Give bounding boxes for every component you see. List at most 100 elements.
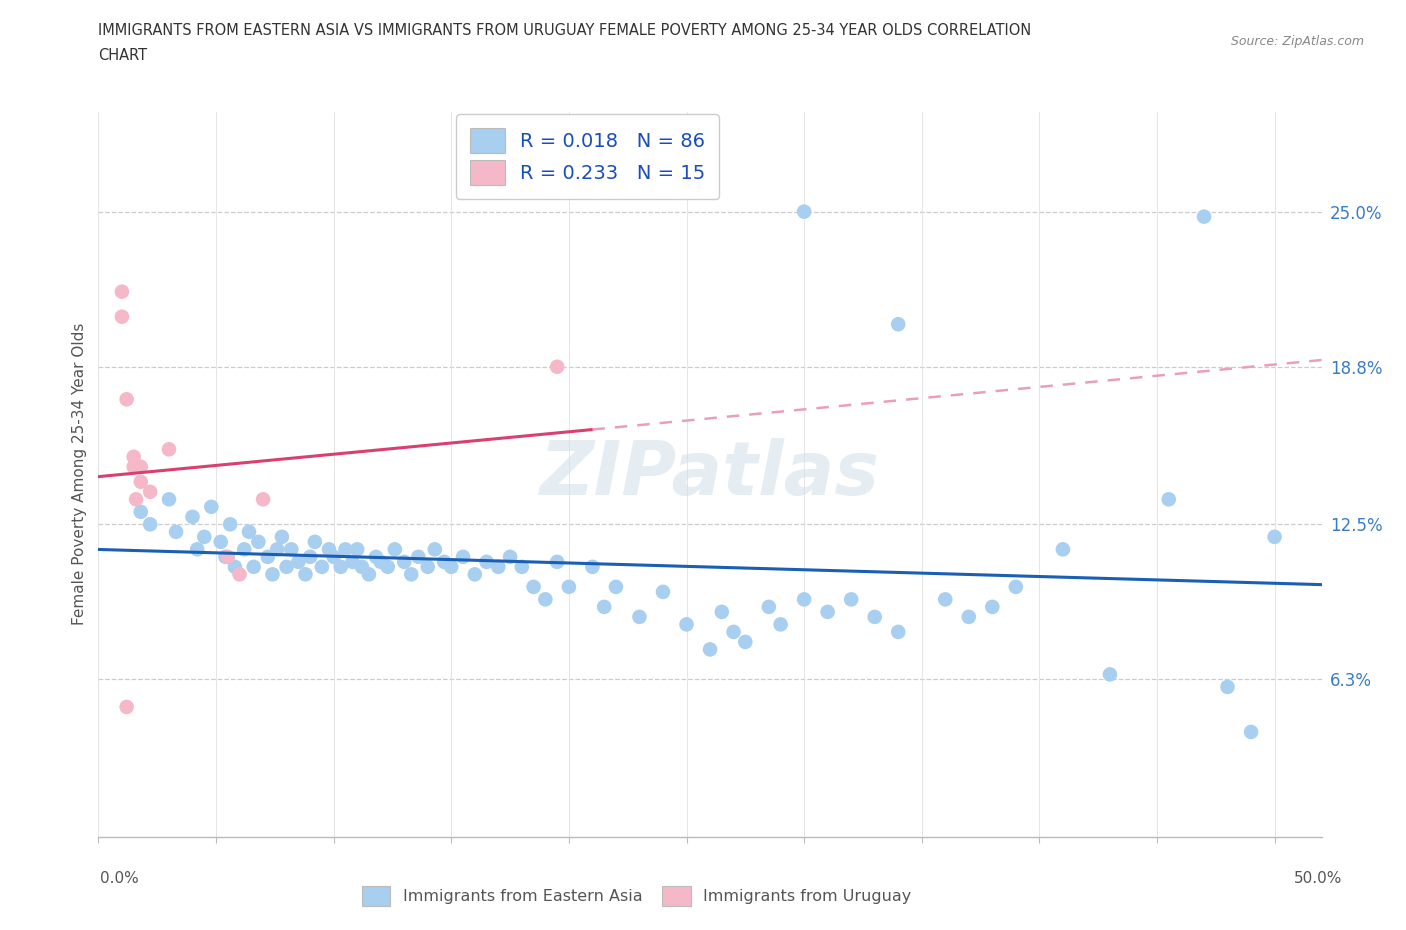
Point (322, 550, 344, 565)
Point (181, 510, 204, 525)
Point (464, 567, 486, 582)
Point (1192, 209, 1215, 224)
Point (335, 542, 357, 557)
Point (294, 567, 316, 582)
Point (523, 579, 546, 594)
Point (1240, 724, 1263, 739)
Point (346, 542, 368, 557)
Point (392, 554, 416, 569)
Point (377, 560, 399, 575)
Point (270, 529, 294, 544)
Point (401, 567, 423, 582)
Point (887, 624, 910, 639)
Point (440, 560, 463, 575)
Point (863, 609, 886, 624)
Point (510, 560, 533, 575)
Point (558, 579, 581, 594)
Point (122, 459, 145, 474)
Point (699, 642, 721, 657)
Point (242, 560, 264, 575)
Point (247, 535, 270, 550)
Point (318, 542, 340, 557)
Point (1052, 542, 1074, 557)
Point (228, 567, 250, 582)
Point (129, 459, 152, 474)
Point (486, 560, 509, 575)
Point (605, 579, 627, 594)
Point (280, 542, 302, 557)
Point (111, 285, 134, 299)
Point (157, 492, 180, 507)
Point (256, 550, 278, 565)
Point (546, 554, 568, 569)
Point (499, 550, 522, 565)
Point (1157, 492, 1180, 507)
Point (214, 550, 236, 565)
Point (262, 567, 284, 582)
Point (209, 535, 232, 550)
Text: 0.0%: 0.0% (100, 871, 139, 886)
Point (423, 542, 446, 557)
Point (139, 485, 162, 499)
Point (311, 560, 333, 575)
Point (287, 554, 309, 569)
Point (357, 567, 380, 582)
Point (1098, 667, 1121, 682)
Point (710, 604, 733, 619)
Point (957, 609, 980, 624)
Point (451, 550, 474, 565)
Point (299, 550, 322, 565)
Point (817, 604, 839, 619)
Legend: Immigrants from Eastern Asia, Immigrants from Uruguay: Immigrants from Eastern Asia, Immigrants… (356, 879, 918, 912)
Point (224, 560, 246, 575)
Point (675, 617, 697, 631)
Point (408, 550, 430, 565)
Point (342, 554, 364, 569)
Point (839, 591, 862, 606)
Text: CHART: CHART (98, 48, 148, 63)
Point (252, 492, 274, 507)
Point (723, 624, 745, 639)
Point (129, 474, 152, 489)
Point (793, 591, 815, 606)
Point (276, 560, 298, 575)
Point (157, 442, 180, 457)
Point (384, 542, 406, 557)
Point (111, 310, 134, 325)
Point (475, 554, 498, 569)
Point (1264, 529, 1286, 544)
Point (1004, 579, 1026, 594)
Point (758, 600, 780, 615)
Point (769, 617, 792, 631)
Point (1216, 680, 1239, 695)
Point (186, 542, 208, 557)
Point (628, 609, 651, 624)
Point (129, 504, 152, 519)
Point (233, 542, 256, 557)
Point (200, 499, 222, 514)
Point (193, 529, 215, 544)
Point (115, 699, 138, 714)
Point (122, 449, 145, 464)
Point (546, 359, 568, 374)
Point (534, 591, 557, 606)
Point (217, 550, 239, 565)
Point (934, 591, 956, 606)
Point (887, 317, 910, 332)
Point (416, 560, 439, 575)
Point (165, 525, 187, 539)
Point (370, 554, 392, 569)
Point (981, 600, 1004, 615)
Text: 50.0%: 50.0% (1295, 871, 1343, 886)
Point (652, 584, 675, 599)
Text: IMMIGRANTS FROM EASTERN ASIA VS IMMIGRANTS FROM URUGUAY FEMALE POVERTY AMONG 25-: IMMIGRANTS FROM EASTERN ASIA VS IMMIGRAN… (98, 23, 1032, 38)
Point (593, 600, 616, 615)
Point (734, 634, 756, 649)
Point (115, 392, 138, 406)
Point (304, 535, 326, 550)
Point (238, 525, 260, 539)
Point (364, 550, 387, 565)
Point (433, 554, 456, 569)
Text: ZIPatlas: ZIPatlas (540, 438, 880, 511)
Point (266, 542, 288, 557)
